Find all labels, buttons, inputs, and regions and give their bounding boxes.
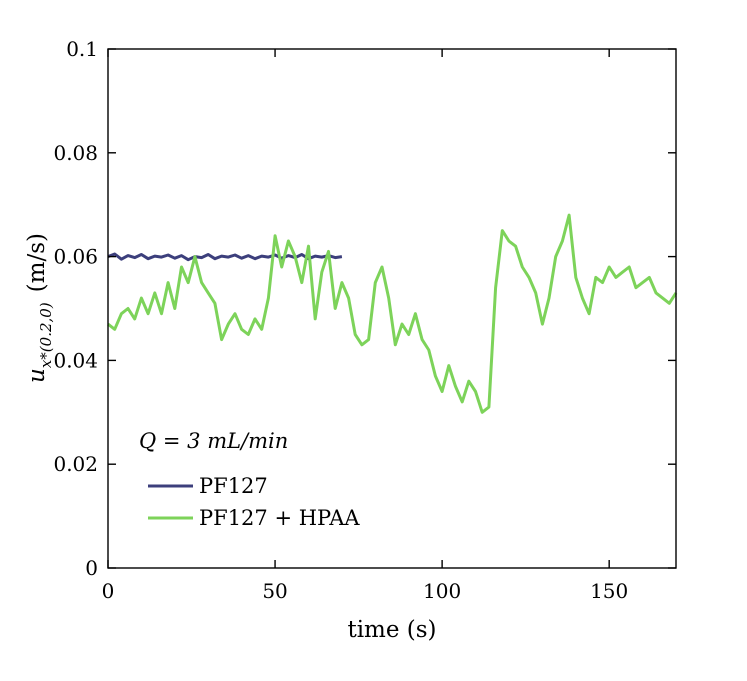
series-layer [107,213,678,414]
x-tick-label-3: 150 [590,579,628,603]
y-tick-label-4: 0.08 [53,141,98,165]
y-axis-unit: (m/s) [24,233,50,292]
y-tick-label-2: 0.04 [53,348,98,372]
plot-area-frame [107,48,677,569]
x-tick-label-0: 0 [102,579,115,603]
y-axis-title: ux*(0.2,0) (m/s) [24,233,55,383]
x-tick-label-1: 50 [262,579,287,603]
axis-ticks [107,48,676,569]
tick-labels: 0 50 100 150 0 0.02 0.04 0.06 0.08 0.1 [53,37,628,603]
legend: Q = 3 mL/min PF127 PF127 + HPAA [139,429,360,530]
series-line-1 [107,213,678,414]
legend-label-pf127: PF127 [199,474,268,498]
y-tick-label-3: 0.06 [53,245,98,269]
x-axis-title: time (s) [347,617,436,643]
y-tick-label-5: 0.1 [66,37,98,61]
series-line-0 [107,252,343,262]
x-tick-label-2: 100 [423,579,461,603]
y-tick-label-0: 0 [85,556,98,580]
legend-label-pf127-hpaa: PF127 + HPAA [199,506,360,530]
y-axis-symbol: u [24,368,50,383]
legend-title: Q = 3 mL/min [139,429,288,453]
y-axis-subscript: x*(0.2,0) [37,302,55,368]
y-tick-label-1: 0.02 [53,452,98,476]
